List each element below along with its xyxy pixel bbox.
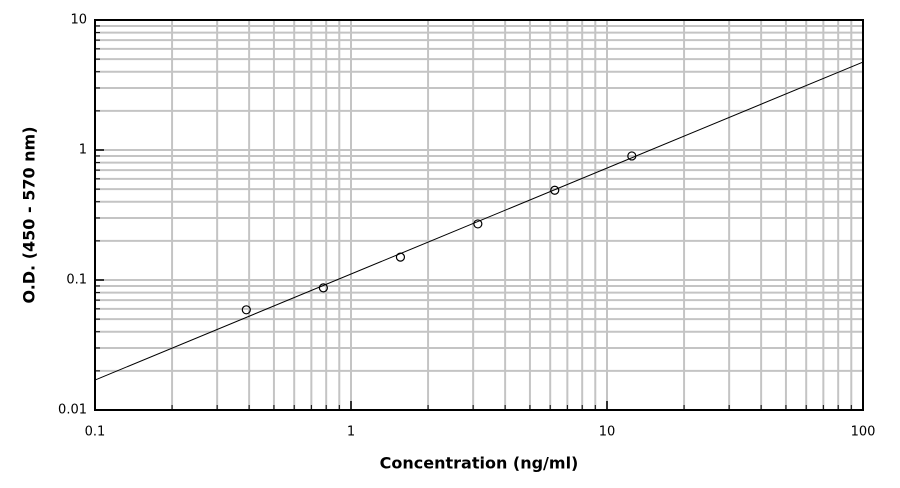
y-tick-label: 10 [70, 13, 87, 28]
data-point [241, 305, 251, 315]
x-tick-label: 1 [347, 425, 355, 440]
data-point [550, 185, 560, 195]
data-point [473, 219, 483, 229]
data-point [627, 151, 637, 161]
y-tick-label: 0.1 [66, 273, 87, 288]
x-tick-label: 0.1 [85, 425, 106, 440]
x-tick-label: 100 [851, 425, 876, 440]
x-tick-label: 10 [599, 425, 616, 440]
plot-frame [94, 19, 864, 411]
data-point [395, 252, 406, 262]
data-point [318, 283, 328, 293]
y-tick-label: 0.01 [58, 403, 87, 418]
y-tick-label: 1 [79, 143, 87, 158]
y-axis-label: O.D. (450 - 570 nm) [20, 126, 39, 303]
fit-line [94, 61, 864, 381]
x-axis-label: Concentration (ng/ml) [380, 454, 579, 473]
